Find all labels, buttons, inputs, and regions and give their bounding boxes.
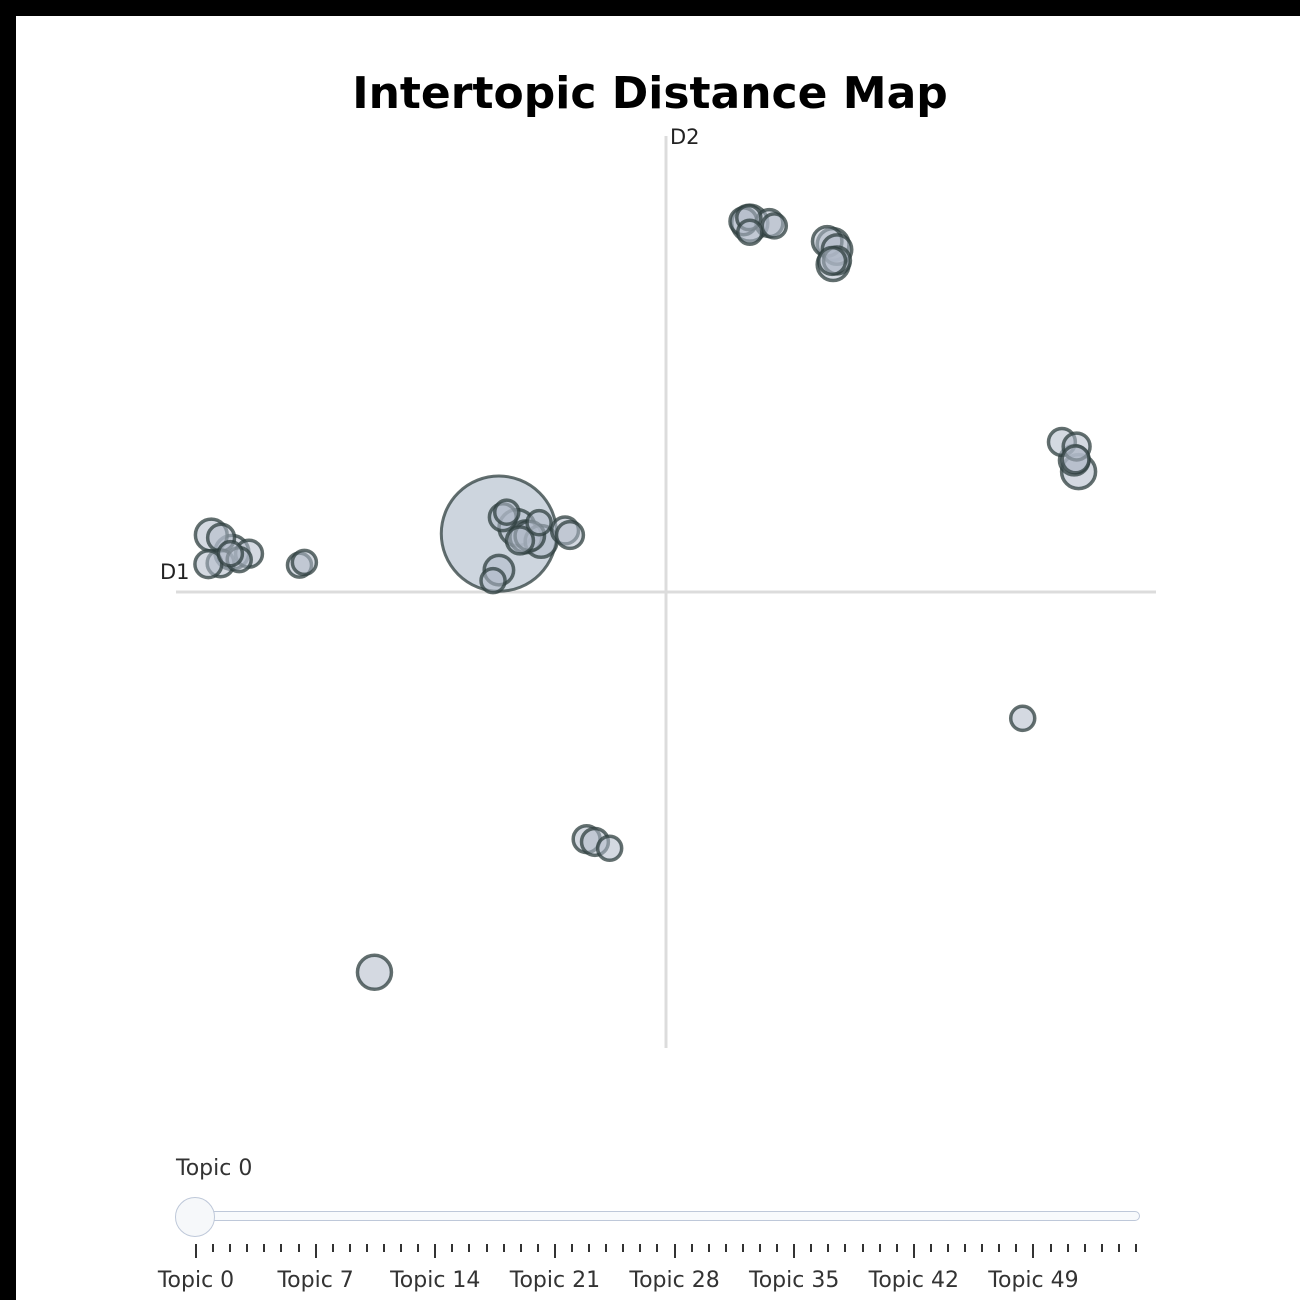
slider-minor-tick bbox=[348, 1244, 351, 1252]
slider-minor-tick bbox=[947, 1244, 949, 1252]
slider-minor-tick bbox=[246, 1244, 249, 1252]
slider-minor-tick bbox=[502, 1244, 505, 1252]
slider-minor-tick bbox=[1135, 1244, 1137, 1252]
slider-minor-tick bbox=[365, 1244, 368, 1252]
slider-tick-label[interactable]: Topic 42 bbox=[868, 1268, 959, 1293]
slider-minor-tick bbox=[656, 1244, 659, 1252]
topic-bubble[interactable] bbox=[355, 953, 394, 992]
slider-minor-tick bbox=[519, 1244, 522, 1252]
slider-minor-tick bbox=[707, 1244, 710, 1252]
slider-major-tick bbox=[553, 1244, 556, 1258]
x-axis-label: D1 bbox=[160, 560, 190, 584]
slider-major-tick bbox=[314, 1244, 317, 1258]
slider-major-tick bbox=[673, 1244, 676, 1258]
chart-frame bbox=[16, 16, 1300, 1300]
slider-major-tick bbox=[912, 1244, 915, 1258]
slider-current-value: Topic 0 bbox=[176, 1156, 253, 1181]
slider-minor-tick bbox=[981, 1244, 984, 1252]
topic-bubble[interactable] bbox=[1008, 704, 1037, 733]
slider-minor-tick bbox=[468, 1244, 471, 1252]
slider-tick-label[interactable]: Topic 28 bbox=[629, 1268, 720, 1293]
slider-tick-label[interactable]: Topic 21 bbox=[509, 1268, 601, 1293]
slider-minor-tick bbox=[536, 1244, 539, 1252]
slider-minor-tick bbox=[844, 1244, 847, 1252]
y-axis-label: D2 bbox=[670, 125, 700, 149]
slider-tick-label[interactable]: Topic 49 bbox=[988, 1268, 1079, 1293]
topic-bubble[interactable] bbox=[492, 498, 521, 526]
slider-minor-tick bbox=[263, 1244, 266, 1252]
slider-major-tick bbox=[434, 1244, 437, 1258]
topic-slider-handle[interactable] bbox=[175, 1197, 215, 1237]
slider-minor-tick bbox=[929, 1244, 932, 1252]
slider-minor-tick bbox=[297, 1244, 300, 1252]
topic-bubble[interactable] bbox=[290, 548, 319, 577]
slider-minor-tick bbox=[639, 1244, 642, 1252]
slider-minor-tick bbox=[588, 1244, 591, 1252]
slider-minor-tick bbox=[827, 1244, 830, 1252]
slider-major-tick bbox=[793, 1244, 796, 1258]
slider-major-tick bbox=[195, 1244, 197, 1258]
slider-tick-label[interactable]: Topic 14 bbox=[390, 1268, 481, 1293]
slider-minor-tick bbox=[810, 1244, 813, 1252]
topic-bubble[interactable] bbox=[1060, 444, 1091, 475]
topic-bubble[interactable] bbox=[479, 566, 507, 595]
slider-minor-tick bbox=[741, 1244, 744, 1252]
topic-bubble[interactable] bbox=[760, 212, 789, 240]
slider-major-tick bbox=[1032, 1244, 1035, 1258]
slider-minor-tick bbox=[383, 1244, 385, 1252]
slider-minor-tick bbox=[1117, 1244, 1120, 1252]
slider-minor-tick bbox=[229, 1244, 232, 1252]
slider-minor-tick bbox=[451, 1244, 454, 1252]
topic-bubble[interactable] bbox=[595, 834, 624, 863]
slider-tick-label[interactable]: Topic 0 bbox=[157, 1268, 235, 1293]
slider-minor-tick bbox=[690, 1244, 693, 1252]
topic-bubble[interactable] bbox=[504, 525, 536, 556]
topic-bubble[interactable] bbox=[816, 245, 848, 277]
slider-minor-tick bbox=[1083, 1244, 1086, 1252]
slider-minor-tick bbox=[280, 1244, 283, 1252]
scatter-plot bbox=[176, 136, 1156, 1048]
topic-bubble[interactable] bbox=[216, 539, 245, 568]
slider-minor-tick bbox=[1066, 1244, 1069, 1252]
slider-tick-label[interactable]: Topic 35 bbox=[749, 1268, 840, 1293]
slider-minor-tick bbox=[724, 1244, 727, 1252]
topic-bubble[interactable] bbox=[736, 218, 764, 246]
chart-title: Intertopic Distance Map bbox=[352, 68, 948, 119]
topic-slider-rail[interactable] bbox=[192, 1211, 1140, 1221]
slider-tick-label[interactable]: Topic 7 bbox=[277, 1268, 354, 1293]
slider-minor-tick bbox=[571, 1244, 573, 1252]
slider-minor-tick bbox=[759, 1244, 761, 1252]
slider-minor-tick bbox=[776, 1244, 779, 1252]
slider-minor-tick bbox=[485, 1244, 488, 1252]
topic-bubble[interactable] bbox=[554, 519, 586, 551]
slider-minor-tick bbox=[605, 1244, 608, 1252]
slider-minor-tick bbox=[400, 1244, 403, 1252]
slider-minor-tick bbox=[622, 1244, 625, 1252]
slider-minor-tick bbox=[417, 1244, 420, 1252]
topic-bubble[interactable] bbox=[525, 508, 553, 537]
slider-ticks bbox=[0, 1244, 1300, 1264]
slider-minor-tick bbox=[861, 1244, 864, 1252]
slider-minor-tick bbox=[1015, 1244, 1018, 1252]
slider-minor-tick bbox=[878, 1244, 881, 1252]
slider-minor-tick bbox=[331, 1244, 334, 1252]
slider-minor-tick bbox=[998, 1244, 1001, 1252]
slider-minor-tick bbox=[1049, 1244, 1052, 1252]
slider-minor-tick bbox=[1100, 1244, 1103, 1252]
slider-minor-tick bbox=[895, 1244, 898, 1252]
slider-minor-tick bbox=[964, 1244, 967, 1252]
slider-minor-tick bbox=[212, 1244, 215, 1252]
